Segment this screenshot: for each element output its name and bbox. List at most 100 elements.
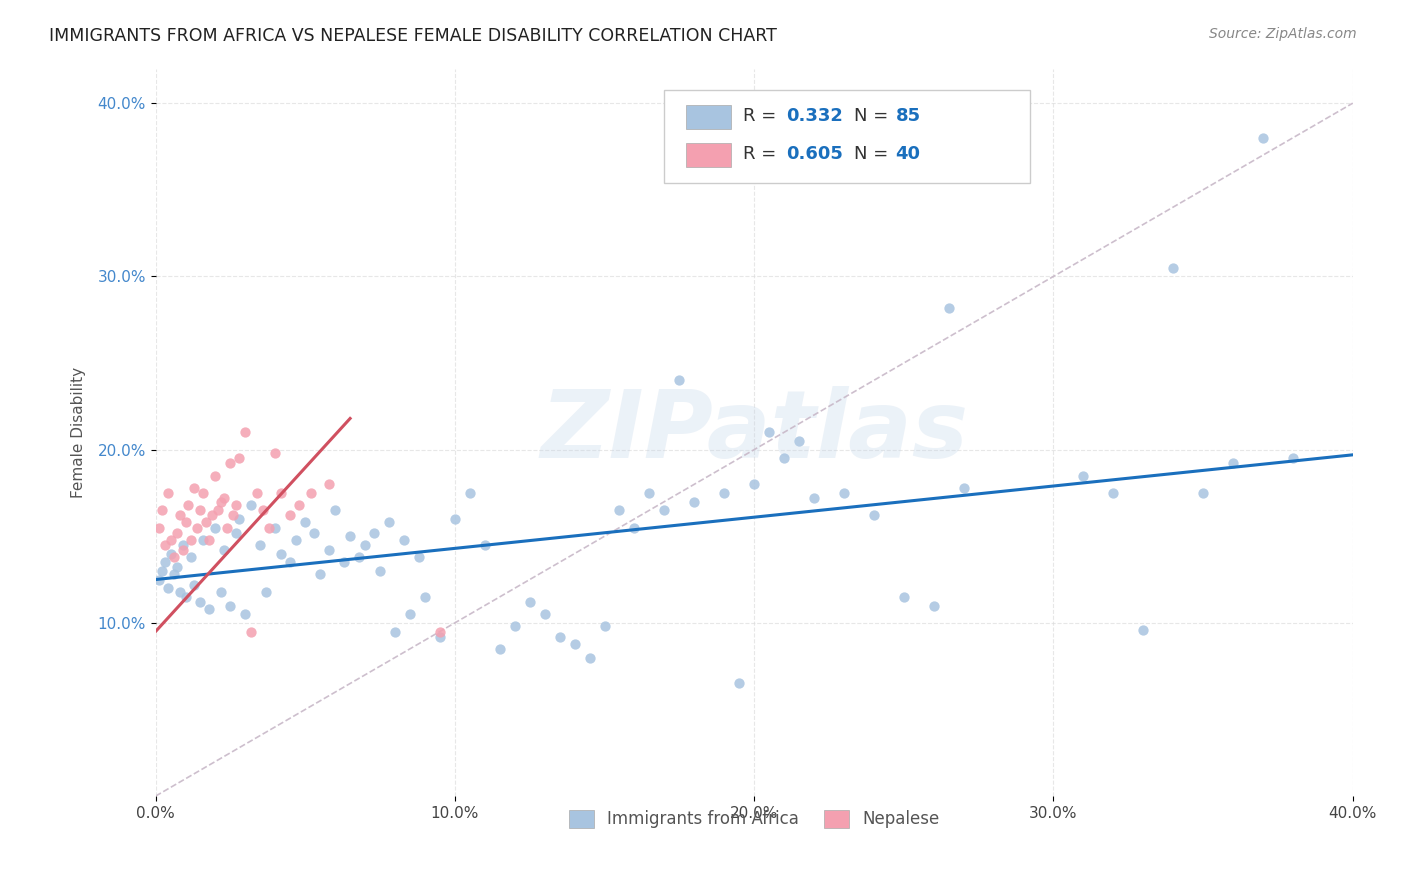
Point bbox=[219, 599, 242, 613]
Point bbox=[162, 567, 184, 582]
Point bbox=[347, 549, 370, 564]
Point bbox=[832, 486, 855, 500]
Point bbox=[458, 486, 481, 500]
Point bbox=[1222, 457, 1244, 471]
Point bbox=[474, 538, 496, 552]
Point bbox=[668, 373, 690, 387]
Point bbox=[922, 599, 945, 613]
Text: N =: N = bbox=[853, 145, 894, 162]
Text: 0.332: 0.332 bbox=[786, 107, 844, 125]
Point bbox=[162, 549, 184, 564]
Point bbox=[609, 503, 631, 517]
Point bbox=[503, 619, 526, 633]
Y-axis label: Female Disability: Female Disability bbox=[72, 367, 86, 498]
Point bbox=[1073, 468, 1095, 483]
Point bbox=[183, 578, 205, 592]
Text: IMMIGRANTS FROM AFRICA VS NEPALESE FEMALE DISABILITY CORRELATION CHART: IMMIGRANTS FROM AFRICA VS NEPALESE FEMAL… bbox=[49, 27, 778, 45]
Point bbox=[214, 543, 236, 558]
Point bbox=[228, 512, 250, 526]
Point bbox=[190, 503, 212, 517]
Point bbox=[180, 549, 202, 564]
Point bbox=[209, 584, 232, 599]
Point bbox=[354, 538, 377, 552]
Point bbox=[169, 508, 191, 523]
Point bbox=[148, 520, 170, 534]
Point bbox=[654, 503, 676, 517]
Point bbox=[623, 520, 645, 534]
Point bbox=[156, 581, 179, 595]
Point bbox=[148, 573, 170, 587]
Point bbox=[183, 481, 205, 495]
Point bbox=[413, 590, 436, 604]
Point bbox=[713, 486, 735, 500]
Point bbox=[217, 520, 239, 534]
Point bbox=[204, 468, 226, 483]
Point bbox=[1161, 260, 1184, 275]
Point bbox=[578, 650, 600, 665]
Point bbox=[742, 477, 765, 491]
Point bbox=[863, 508, 886, 523]
Point bbox=[264, 446, 287, 460]
Point bbox=[190, 595, 212, 609]
Point bbox=[177, 498, 200, 512]
Point bbox=[368, 564, 391, 578]
Point bbox=[399, 607, 422, 622]
Point bbox=[384, 624, 406, 639]
Point bbox=[198, 533, 221, 547]
Point bbox=[169, 584, 191, 599]
Point bbox=[339, 529, 361, 543]
Point bbox=[153, 538, 176, 552]
Point bbox=[166, 560, 188, 574]
Point bbox=[201, 508, 224, 523]
Point bbox=[193, 533, 215, 547]
Point bbox=[259, 520, 281, 534]
Point bbox=[246, 486, 269, 500]
Text: ZIPatlas: ZIPatlas bbox=[540, 386, 969, 478]
Point bbox=[952, 481, 974, 495]
FancyBboxPatch shape bbox=[665, 90, 1029, 184]
Point bbox=[159, 533, 181, 547]
Point bbox=[429, 624, 451, 639]
Point bbox=[228, 451, 250, 466]
Point bbox=[159, 547, 181, 561]
Point bbox=[150, 564, 173, 578]
Point bbox=[444, 512, 467, 526]
Point bbox=[429, 630, 451, 644]
Point bbox=[174, 590, 197, 604]
Point bbox=[392, 533, 415, 547]
Point bbox=[488, 641, 510, 656]
Point bbox=[548, 630, 571, 644]
Point bbox=[222, 508, 245, 523]
Point bbox=[254, 584, 277, 599]
Point bbox=[309, 567, 332, 582]
Point bbox=[207, 503, 229, 517]
Text: N =: N = bbox=[853, 107, 894, 125]
Point bbox=[378, 516, 401, 530]
Point bbox=[270, 486, 292, 500]
Point bbox=[638, 486, 661, 500]
Point bbox=[408, 549, 430, 564]
Text: 85: 85 bbox=[896, 107, 921, 125]
FancyBboxPatch shape bbox=[686, 105, 731, 129]
Legend: Immigrants from Africa, Nepalese: Immigrants from Africa, Nepalese bbox=[562, 803, 946, 835]
Point bbox=[270, 547, 292, 561]
Point bbox=[1251, 130, 1274, 145]
Point bbox=[252, 503, 274, 517]
Point bbox=[240, 498, 263, 512]
Point bbox=[938, 301, 960, 315]
Text: 0.605: 0.605 bbox=[786, 145, 844, 162]
Text: R =: R = bbox=[744, 145, 782, 162]
Point bbox=[150, 503, 173, 517]
Point bbox=[302, 525, 325, 540]
Point bbox=[1132, 623, 1154, 637]
Point bbox=[249, 538, 271, 552]
Point bbox=[564, 637, 586, 651]
Point bbox=[193, 486, 215, 500]
Point bbox=[683, 494, 706, 508]
Point bbox=[1102, 486, 1125, 500]
Point bbox=[172, 538, 194, 552]
Point bbox=[214, 491, 236, 505]
Point bbox=[363, 525, 385, 540]
Point bbox=[803, 491, 825, 505]
Point bbox=[240, 624, 263, 639]
